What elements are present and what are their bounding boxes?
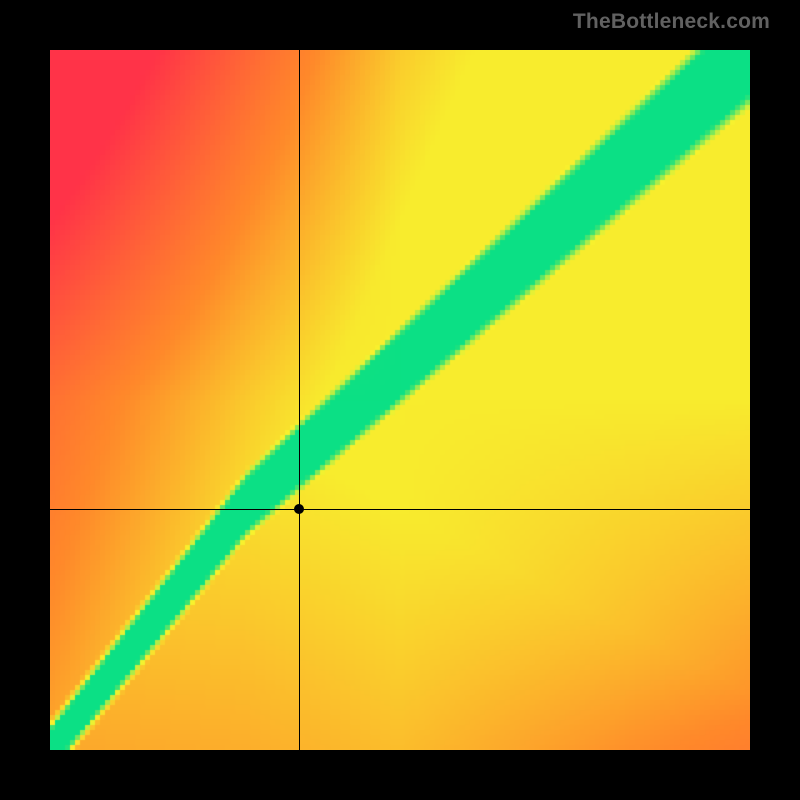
crosshair-horizontal xyxy=(50,509,750,510)
watermark-label: TheBottleneck.com xyxy=(573,10,770,34)
bottleneck-heatmap xyxy=(50,50,750,750)
crosshair-vertical xyxy=(299,50,300,750)
crosshair-marker xyxy=(294,504,304,514)
chart-container: TheBottleneck.com xyxy=(0,0,800,800)
